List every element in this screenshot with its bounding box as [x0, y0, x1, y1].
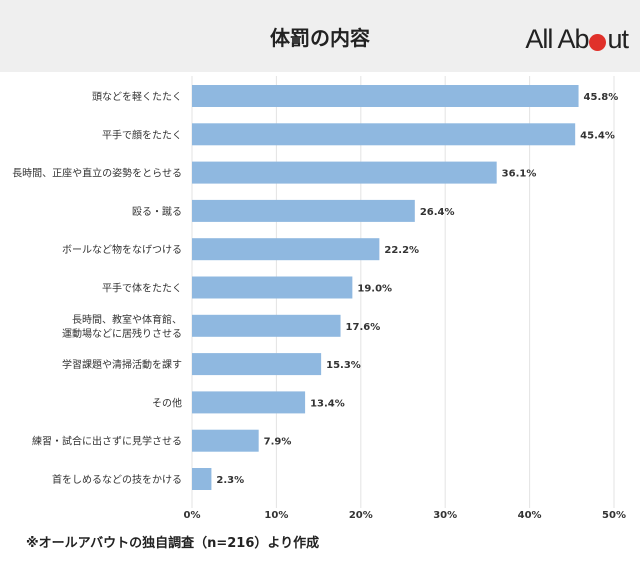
bar-value-label: 22.2% [384, 245, 419, 256]
bar-value-label: 45.4% [580, 130, 615, 141]
category-label: 学習課題や清掃活動を課す [62, 358, 182, 371]
bar [192, 353, 322, 376]
bar-value-label: 45.8% [584, 92, 619, 103]
allabout-logo: All Ab ut [525, 24, 629, 55]
bar-value-label: 2.3% [216, 475, 244, 486]
logo-text-right: ut [607, 24, 629, 54]
x-tick-label: 40% [518, 510, 542, 521]
x-tick-label: 0% [184, 510, 201, 521]
category-label: 首をしめるなどの技をかける [52, 473, 182, 486]
bar [192, 123, 576, 146]
category-label: 平手で顔をたたく [102, 128, 182, 141]
category-label: その他 [152, 396, 182, 409]
bar-value-label: 26.4% [420, 207, 455, 218]
bar [192, 468, 212, 490]
bar [192, 391, 306, 414]
category-label: 平手で体をたたく [102, 282, 182, 295]
bar [192, 238, 380, 261]
category-label: 頭などを軽くたたく [92, 91, 182, 103]
logo-dot-icon [589, 34, 607, 51]
category-label: 運動場などに居残りさせる [62, 327, 182, 340]
bar-value-label: 36.1% [502, 169, 537, 180]
category-label: 殴る・蹴る [132, 205, 182, 218]
bar [192, 429, 259, 452]
bar-value-label: 17.6% [346, 322, 381, 333]
category-label: 長時間、正座や直立の姿勢をとらせる [12, 167, 182, 180]
bar-value-label: 15.3% [326, 360, 361, 371]
bar-chart: 0% 10% 20% 30% 40% 50% 45.8% 頭などを軽くたたく 45.4% 平手で顔… [12, 76, 626, 521]
category-label: 長時間、教室や体育館、 [72, 313, 182, 326]
header-bar [0, 0, 640, 72]
category-label: 練習・試合に出さずに見学させる [32, 435, 182, 448]
x-tick-label: 10% [264, 510, 288, 521]
chart-title: 体罰の内容 [270, 26, 370, 50]
bar [192, 276, 353, 299]
x-tick-label: 30% [433, 510, 457, 521]
x-tick-label: 50% [602, 510, 626, 521]
x-tick-label: 20% [349, 510, 373, 521]
footnote: ※オールアバウトの独自調査（n=216）より作成 [26, 536, 320, 551]
bar-value-label: 13.4% [310, 398, 345, 409]
logo-text-left: All Ab [525, 24, 589, 54]
bar [192, 85, 579, 107]
bar [192, 161, 497, 184]
bar [192, 199, 415, 222]
bar-value-label: 7.9% [264, 437, 292, 448]
bar-value-label: 19.0% [357, 284, 392, 295]
category-label: ボールなど物をなげつける [62, 243, 182, 256]
bar [192, 314, 341, 337]
